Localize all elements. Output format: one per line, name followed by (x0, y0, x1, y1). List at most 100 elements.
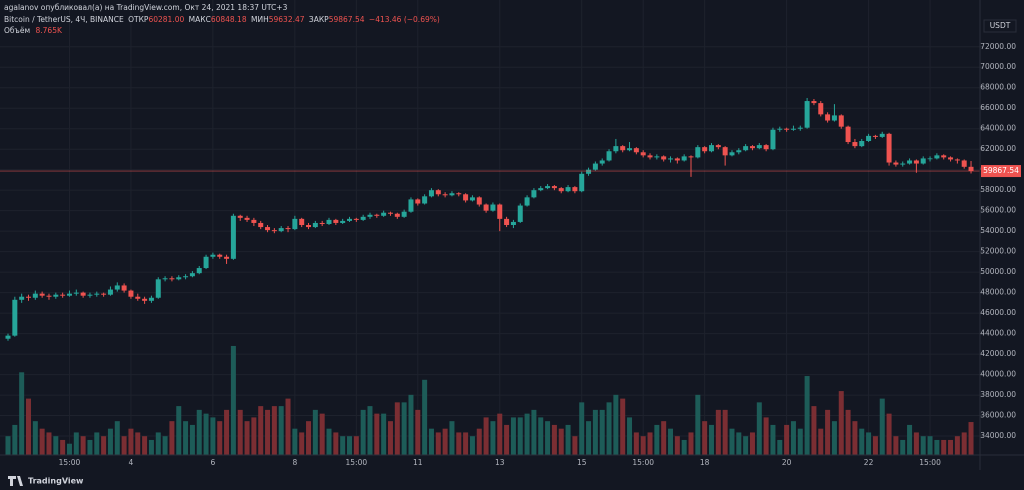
volume-bar (196, 409, 202, 455)
volume-bar (32, 421, 38, 455)
volume-bar (353, 436, 359, 455)
volume-bar (19, 372, 25, 455)
symbol: Bitcoin / TetherUS, 4Ч, BINANCE (4, 15, 124, 24)
volume-bar (900, 439, 906, 455)
volume-bar (476, 428, 482, 455)
y-tick-label: 38000.00 (980, 390, 1016, 399)
volume-bar (729, 428, 735, 455)
candle-body (961, 160, 967, 167)
candle-body (620, 146, 626, 151)
volume-bar (927, 436, 933, 455)
volume-bar (408, 394, 414, 455)
candle-body (449, 193, 455, 196)
candle-body (19, 296, 25, 300)
y-tick-label: 36000.00 (980, 411, 1016, 420)
candle-body (784, 128, 790, 130)
axis-layer: 34000.00 36000.00 38000.00 40000.00 42000.00… (59, 42, 1021, 467)
candle-body (347, 218, 352, 221)
volume-bar (347, 436, 352, 455)
candle-body (695, 147, 701, 158)
candle-body (53, 294, 59, 297)
y-tick-label: 44000.00 (980, 329, 1016, 338)
volume-bar (278, 406, 284, 455)
volume-bar (94, 432, 100, 455)
candle-body (586, 169, 592, 174)
volume-bar (838, 391, 844, 455)
candle-body (900, 163, 906, 165)
volume-bar (524, 413, 530, 455)
candle-body (162, 278, 168, 280)
candle-body (879, 133, 885, 137)
candle-body (497, 204, 503, 219)
volume-bar (551, 424, 557, 455)
x-tick-label: 15:00 (346, 458, 368, 467)
volume-bar (5, 436, 11, 455)
volume-bar (654, 424, 660, 455)
candle-body (394, 213, 400, 217)
volume-bar (251, 417, 257, 455)
volume-bar (613, 394, 619, 455)
volume-bar (531, 409, 537, 455)
volume-bar (101, 436, 107, 455)
volume-bar (60, 439, 66, 455)
candle-body (73, 292, 79, 294)
candle-body (592, 163, 598, 170)
candle-body (442, 194, 448, 196)
close-label: ЗАКР (309, 15, 329, 24)
volume-bar (66, 443, 72, 455)
volume-bar (244, 421, 250, 455)
volume-label: Объём (4, 26, 30, 35)
footer-bar (0, 470, 1024, 490)
candle-body (688, 156, 694, 158)
volume-bar (490, 421, 496, 455)
volume-bar (210, 417, 216, 455)
y-tick-label: 70000.00 (980, 62, 1016, 71)
candle-body (524, 197, 530, 206)
volume-bar (121, 436, 127, 455)
x-tick-label: 15:00 (59, 458, 81, 467)
volume-bar (176, 406, 182, 455)
candle-body (142, 298, 148, 301)
candle-body (476, 197, 482, 205)
candle-body (94, 293, 100, 295)
volume-value: 8.765K (36, 26, 63, 35)
volume-bar (859, 428, 865, 455)
candle-body (353, 218, 359, 220)
volume-bar (504, 424, 510, 455)
volume-bar (394, 402, 400, 455)
candle-body (613, 146, 619, 152)
candle-body (196, 268, 202, 274)
volume-bar (367, 406, 373, 455)
volume-bar (142, 436, 148, 455)
y-tick-label: 68000.00 (980, 83, 1016, 92)
footer-brand[interactable]: TradingView (28, 477, 84, 486)
y-tick-label: 54000.00 (980, 226, 1016, 235)
candle-body (517, 205, 523, 222)
volume-bar (25, 398, 31, 455)
volume-bar (87, 439, 93, 455)
volume-bar (920, 436, 926, 455)
candle-body (210, 254, 216, 257)
volume-bar (422, 379, 428, 455)
y-tick-label: 42000.00 (980, 349, 1016, 358)
volume-bar (73, 432, 79, 455)
volume-bar (306, 421, 312, 455)
candle-body (763, 145, 769, 150)
volume-bar (893, 436, 899, 455)
volume-bar (688, 432, 694, 455)
volume-bar (517, 417, 523, 455)
x-tick-label: 13 (495, 458, 505, 467)
close-value: 59867.54 (329, 15, 365, 24)
y-tick-label: 34000.00 (980, 431, 1016, 440)
volume-legend: Объём 8.765K (4, 26, 63, 35)
volume-bar (12, 424, 18, 455)
candle-body (292, 218, 298, 230)
volume-bar (463, 432, 469, 455)
change-value: −413.46 (369, 15, 402, 24)
volume-bar (572, 436, 578, 455)
candle-body (886, 133, 892, 163)
x-tick-label: 6 (211, 458, 216, 467)
candle-body (244, 217, 250, 220)
candle-body (538, 188, 544, 191)
volume-bar (217, 421, 223, 455)
